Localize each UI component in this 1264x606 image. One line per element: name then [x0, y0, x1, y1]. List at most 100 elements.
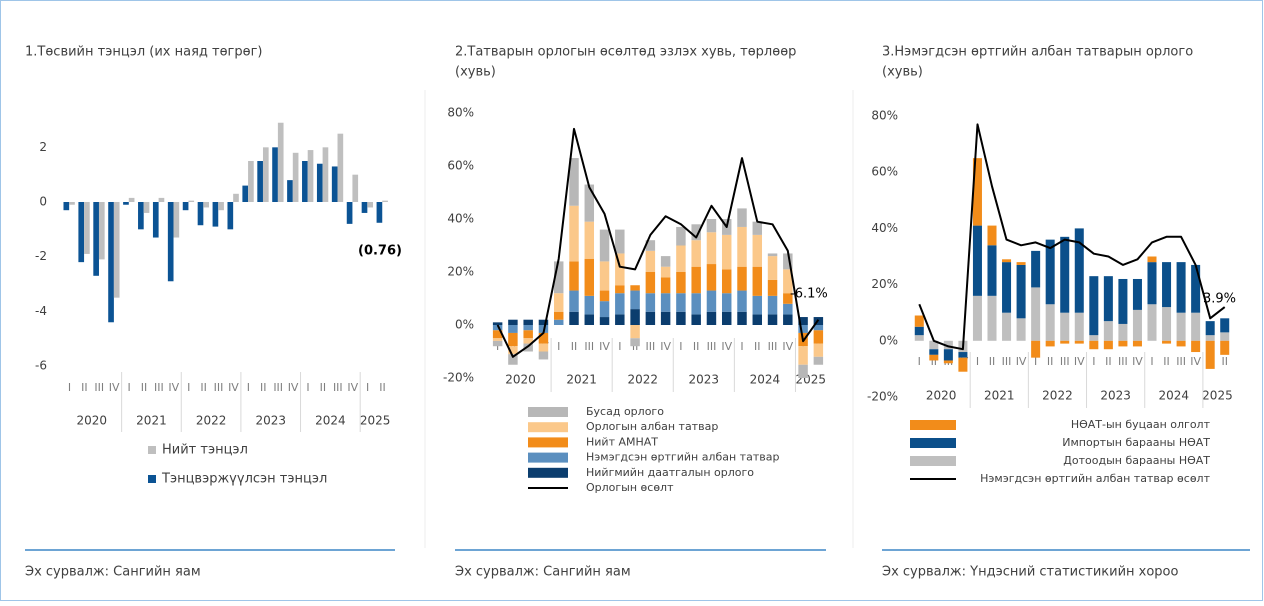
line — [496, 127, 820, 358]
bar-segment — [767, 256, 778, 280]
bar-segment — [1016, 262, 1026, 265]
bar-segment — [660, 256, 671, 267]
bar-segment — [1118, 323, 1128, 341]
bar-segment — [1060, 236, 1070, 313]
x-tick-label: I — [976, 355, 979, 368]
bar-segment — [569, 261, 579, 291]
bar-segment — [1002, 312, 1012, 341]
bar — [292, 152, 299, 202]
bar-segment — [676, 293, 686, 312]
bar-segment — [660, 311, 671, 325]
bar-segment — [584, 184, 595, 222]
bar-segment — [721, 234, 732, 270]
x-tick-label: I — [618, 340, 621, 353]
bar — [346, 202, 353, 224]
x-tick-label: II — [1163, 355, 1170, 368]
bar-segment — [958, 352, 968, 358]
bar-segment — [584, 221, 595, 259]
bar-segment — [958, 357, 968, 372]
bar-segment — [914, 326, 924, 336]
bar-segment — [1045, 340, 1055, 347]
bar — [158, 197, 165, 202]
bar-segment — [492, 322, 503, 325]
bar-segment — [1016, 318, 1026, 341]
x-tick-label: IV — [1016, 355, 1027, 368]
bar-segment — [691, 224, 701, 241]
bar-segment — [676, 311, 686, 325]
bar-segment — [783, 314, 793, 325]
x-tick-label: III — [707, 340, 717, 353]
bar-segment — [569, 158, 579, 206]
x-group-label: 2025 — [360, 414, 391, 428]
bar-segment — [599, 229, 610, 262]
bar — [337, 133, 344, 202]
bar — [302, 161, 308, 202]
bar — [167, 202, 174, 282]
bar — [128, 197, 135, 202]
bar-segment — [569, 311, 579, 325]
bar-segment — [1089, 335, 1099, 341]
bar-segment — [914, 315, 924, 327]
bar — [63, 202, 70, 211]
bar-segment — [492, 338, 503, 341]
bar-segment — [523, 338, 533, 344]
legend-label: Нийгмийн даатгалын орлого — [586, 466, 754, 479]
bar-segment — [508, 325, 518, 333]
x-tick-label: II — [379, 381, 386, 394]
chart-subtitle: (хувь) — [455, 65, 496, 80]
bar-segment — [492, 330, 503, 339]
bar-segment — [1045, 304, 1055, 341]
x-group-label: 2024 — [315, 414, 346, 428]
bar-segment — [615, 229, 625, 254]
y-tick-label: 40% — [447, 212, 474, 226]
bar-segment — [752, 314, 763, 325]
x-group-label: 2025 — [1202, 389, 1233, 403]
x-group-label: 2020 — [926, 389, 957, 403]
bar-segment — [813, 356, 824, 365]
bar — [98, 202, 105, 260]
bar — [113, 202, 120, 298]
x-tick-label: III — [584, 340, 594, 353]
bar-segment — [1103, 321, 1113, 341]
bar-segment — [943, 349, 953, 361]
bar-segment — [706, 264, 717, 291]
legend-label: Тэнцвэржүүлсэн тэнцэл — [161, 472, 327, 487]
bar — [123, 202, 129, 205]
bar — [173, 202, 180, 238]
x-tick-label: I — [1150, 355, 1153, 368]
bar-segment — [569, 205, 579, 262]
bar-segment — [492, 325, 503, 331]
y-tick-label: 20% — [447, 265, 474, 279]
bar-segment — [553, 319, 564, 325]
bar-segment — [630, 309, 640, 325]
bar-segment — [1220, 340, 1230, 355]
x-tick-label: I — [679, 340, 682, 353]
x-tick-label: IV — [1132, 355, 1143, 368]
bar-segment — [737, 266, 747, 291]
x-tick-label: III — [1002, 355, 1012, 368]
bar-segment — [1191, 264, 1201, 313]
bar-segment — [1060, 312, 1070, 341]
x-tick-label: III — [273, 381, 283, 394]
bar — [287, 180, 293, 202]
x-tick-label: II — [81, 381, 88, 394]
bar-segment — [660, 266, 671, 278]
bar-segment — [1045, 239, 1055, 305]
source: Эх сурвалж: Сангийн яам — [455, 565, 631, 580]
x-group-label: 2022 — [627, 373, 658, 387]
bar-segment — [691, 314, 701, 325]
legend-swatch — [528, 422, 568, 433]
legend-swatch — [528, 452, 568, 463]
x-tick-label: II — [693, 340, 700, 353]
bar-segment — [706, 232, 717, 265]
bar — [272, 147, 278, 202]
bar-segment — [676, 245, 686, 272]
bar-segment — [798, 317, 808, 325]
bar-segment — [1031, 340, 1041, 358]
x-tick-label: II — [200, 381, 207, 394]
bar — [322, 147, 329, 202]
x-tick-label: I — [1034, 355, 1037, 368]
bar-segment — [1205, 335, 1215, 341]
x-tick-label: III — [645, 340, 655, 353]
x-tick-label: II — [1105, 355, 1112, 368]
